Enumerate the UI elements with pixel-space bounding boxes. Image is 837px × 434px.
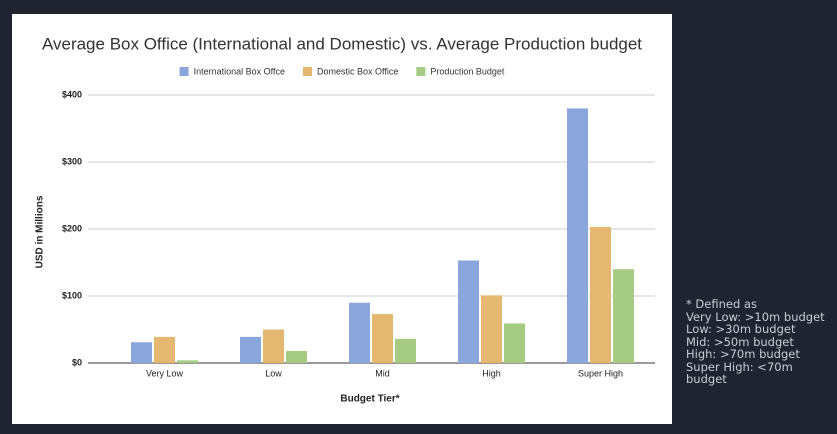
bar bbox=[458, 260, 479, 363]
note-line: Mid: >50m budget bbox=[686, 334, 794, 349]
bar bbox=[567, 108, 588, 364]
x-tick-label: Mid bbox=[375, 368, 390, 378]
note-line: Very Low: >10m budget bbox=[686, 309, 825, 324]
bar bbox=[504, 323, 525, 363]
bar bbox=[372, 314, 393, 363]
bar bbox=[395, 338, 416, 363]
y-tick-label: $400 bbox=[62, 89, 82, 99]
y-tick-label: $0 bbox=[72, 357, 82, 367]
bar bbox=[286, 350, 307, 363]
bar bbox=[131, 342, 152, 363]
bar bbox=[590, 226, 611, 363]
legend-swatch bbox=[302, 67, 312, 76]
y-tick-label: $300 bbox=[62, 156, 82, 166]
y-tick-label: $200 bbox=[62, 223, 82, 233]
bar bbox=[481, 295, 502, 363]
chart-panel bbox=[12, 14, 672, 424]
x-tick-label: Low bbox=[265, 368, 282, 378]
x-tick-label: Very Low bbox=[146, 368, 184, 378]
bar bbox=[263, 329, 284, 363]
x-axis-title: Budget Tier* bbox=[340, 394, 399, 405]
legend-label: Domestic Box Office bbox=[317, 66, 398, 76]
note-line: * Defined as bbox=[686, 297, 757, 311]
y-axis-title: USD in Millions bbox=[35, 195, 46, 268]
note-line: High: >70m budget bbox=[686, 347, 800, 361]
bar bbox=[613, 269, 634, 363]
x-tick-label: High bbox=[482, 368, 501, 378]
y-tick-label: $100 bbox=[62, 290, 82, 300]
bar bbox=[177, 360, 198, 363]
chart-title: Average Box Office (International and Do… bbox=[42, 34, 642, 53]
bar bbox=[349, 302, 370, 363]
bar bbox=[240, 336, 261, 363]
legend-label: International Box Offce bbox=[194, 66, 285, 76]
note-line: Super High: <70m budget bbox=[686, 359, 793, 386]
legend-swatch bbox=[416, 67, 426, 76]
legend-label: Production Budget bbox=[430, 66, 505, 76]
x-tick-label: Super High bbox=[578, 368, 623, 378]
notes: * Defined as Very Low: >10m budget Low: >3… bbox=[686, 298, 837, 386]
legend-swatch bbox=[179, 67, 189, 76]
note-line: Low: >30m budget bbox=[686, 322, 796, 336]
bar bbox=[154, 336, 175, 363]
